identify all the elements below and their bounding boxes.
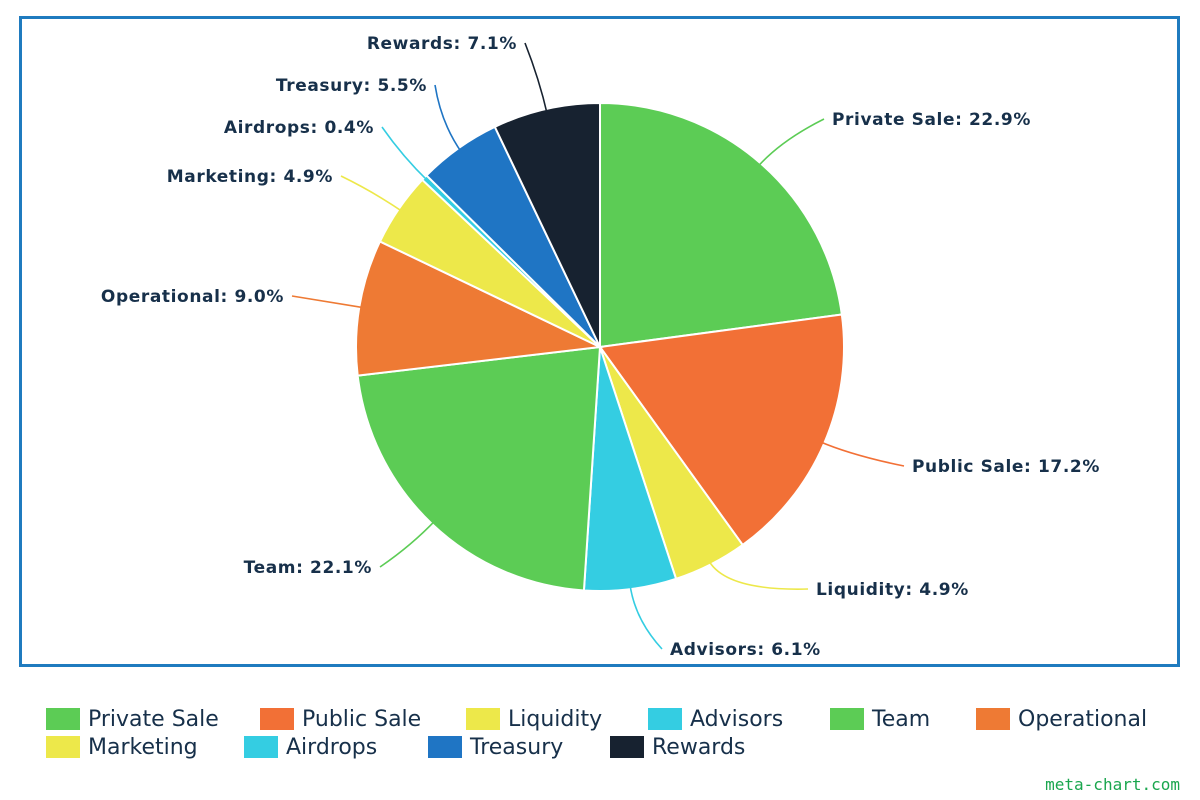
legend: Private Sale Public Sale Liquidity Advisors… bbox=[0, 700, 1200, 770]
connector-line-rewards bbox=[524, 42, 549, 116]
connector-line-treasury bbox=[434, 84, 463, 154]
legend-item-advisors: Advisors bbox=[648, 706, 783, 732]
legend-label: Team bbox=[872, 706, 931, 732]
legend-item-operational: Operational bbox=[976, 706, 1147, 732]
legend-swatch bbox=[428, 736, 462, 758]
legend-item-airdrops: Airdrops bbox=[244, 734, 377, 760]
chart-frame: Private Sale: 22.9% Public Sale: 17.2% Liq… bbox=[19, 16, 1180, 667]
legend-label: Marketing bbox=[88, 734, 198, 760]
legend-label: Rewards bbox=[652, 734, 746, 760]
connector-line-marketing bbox=[340, 175, 405, 214]
slice-label-treasury: Treasury: 5.5% bbox=[276, 76, 427, 96]
legend-label: Operational bbox=[1018, 706, 1148, 732]
pie-slice-team bbox=[356, 345, 602, 592]
legend-swatch bbox=[466, 708, 500, 730]
legend-swatch bbox=[260, 708, 294, 730]
connector-line-public-sale bbox=[818, 440, 905, 467]
slice-label-airdrops: Airdrops: 0.4% bbox=[224, 118, 374, 138]
legend-swatch bbox=[976, 708, 1010, 730]
legend-label: Airdrops bbox=[286, 734, 378, 760]
legend-item-public-sale: Public Sale bbox=[260, 706, 421, 732]
legend-item-private-sale: Private Sale bbox=[46, 706, 219, 732]
legend-label: Public Sale bbox=[302, 706, 422, 732]
slice-label-liquidity: Liquidity: 4.9% bbox=[816, 580, 969, 600]
connector-line-operational bbox=[291, 295, 366, 309]
pie-chart: Private Sale: 22.9% Public Sale: 17.2% Liq… bbox=[101, 34, 1100, 660]
legend-swatch bbox=[244, 736, 278, 758]
legend-swatch bbox=[46, 736, 80, 758]
slice-label-marketing: Marketing: 4.9% bbox=[167, 167, 333, 187]
legend-item-rewards: Rewards bbox=[610, 734, 745, 760]
legend-swatch bbox=[648, 708, 682, 730]
legend-swatch bbox=[610, 736, 644, 758]
legend-item-team: Team bbox=[830, 706, 930, 732]
legend-label: Liquidity bbox=[508, 706, 603, 732]
slice-label-rewards: Rewards: 7.1% bbox=[367, 34, 517, 54]
connector-line-advisors bbox=[629, 583, 663, 650]
legend-item-liquidity: Liquidity bbox=[466, 706, 602, 732]
pie-slice-private-sale bbox=[599, 101, 843, 349]
legend-swatch bbox=[46, 708, 80, 730]
legend-label: Advisors bbox=[690, 706, 784, 732]
slice-label-operational: Operational: 9.0% bbox=[101, 287, 284, 307]
legend-item-treasury: Treasury bbox=[428, 734, 563, 760]
connector-line-liquidity bbox=[707, 558, 809, 590]
slice-label-private-sale: Private Sale: 22.9% bbox=[832, 110, 1031, 130]
legend-item-marketing: Marketing bbox=[46, 734, 198, 760]
connector-line-team bbox=[379, 519, 437, 568]
slice-label-public-sale: Public Sale: 17.2% bbox=[912, 457, 1100, 477]
watermark: meta-chart.com bbox=[1045, 775, 1180, 794]
connector-line-airdrops bbox=[381, 126, 430, 183]
legend-swatch bbox=[830, 708, 864, 730]
slice-label-team: Team: 22.1% bbox=[244, 558, 372, 578]
legend-label: Treasury bbox=[470, 734, 564, 760]
legend-label: Private Sale bbox=[88, 706, 219, 732]
connector-line-private-sale bbox=[756, 118, 825, 169]
slice-label-advisors: Advisors: 6.1% bbox=[670, 640, 821, 660]
